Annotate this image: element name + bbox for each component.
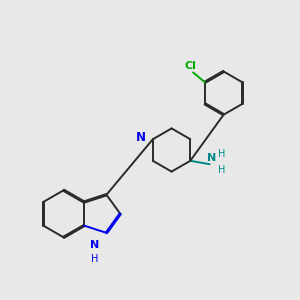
Text: N: N [207, 153, 216, 163]
Text: Cl: Cl [184, 61, 196, 70]
Text: N: N [90, 240, 99, 250]
Text: H: H [218, 149, 225, 159]
Text: N: N [136, 131, 146, 144]
Text: H: H [218, 165, 225, 175]
Text: H: H [91, 254, 98, 264]
